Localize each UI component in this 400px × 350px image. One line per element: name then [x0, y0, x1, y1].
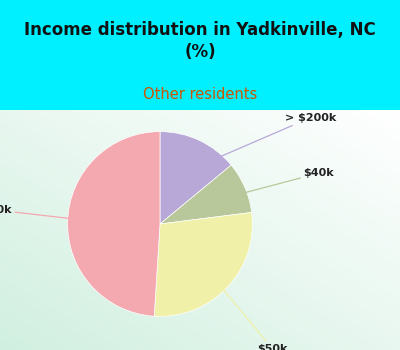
Wedge shape [68, 132, 160, 316]
Text: $20k: $20k [0, 205, 103, 222]
Text: > $200k: > $200k [184, 113, 336, 172]
Text: Other residents: Other residents [143, 87, 257, 101]
Wedge shape [154, 212, 252, 316]
Wedge shape [160, 132, 231, 224]
Text: Income distribution in Yadkinville, NC
(%): Income distribution in Yadkinville, NC (… [24, 21, 376, 61]
Text: $50k: $50k [202, 263, 287, 350]
Wedge shape [160, 165, 252, 224]
Text: $40k: $40k [212, 168, 334, 201]
